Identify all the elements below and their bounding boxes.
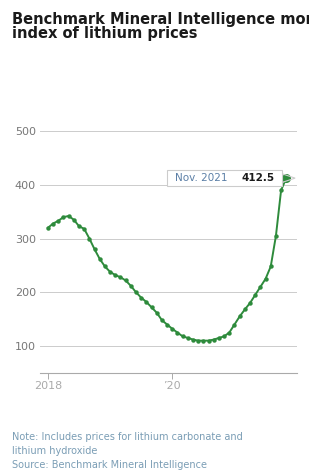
Text: Benchmark Mineral Intelligence monthly: Benchmark Mineral Intelligence monthly (12, 12, 309, 27)
Text: Nov. 2021: Nov. 2021 (175, 173, 227, 183)
Text: index of lithium prices: index of lithium prices (12, 26, 198, 41)
Text: Note: Includes prices for lithium carbonate and
lithium hydroxide
Source: Benchm: Note: Includes prices for lithium carbon… (12, 431, 243, 470)
Text: 412.5: 412.5 (241, 173, 274, 183)
FancyBboxPatch shape (167, 170, 282, 186)
